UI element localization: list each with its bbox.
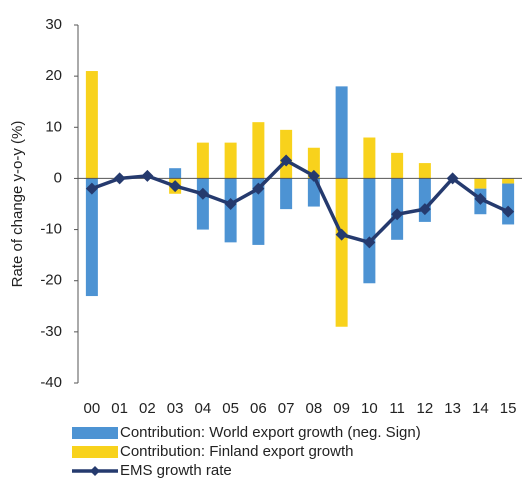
marker <box>224 198 237 210</box>
y-tick-label: 10 <box>45 118 62 135</box>
y-tick-label: 20 <box>45 67 62 84</box>
bar <box>335 86 348 179</box>
bar <box>224 178 237 243</box>
bar <box>280 129 293 179</box>
marker <box>196 187 209 200</box>
marker <box>335 228 348 241</box>
marker <box>85 182 98 195</box>
marker <box>252 182 265 195</box>
legend-label: EMS growth rate <box>120 462 232 479</box>
x-tick-label: 01 <box>111 400 128 417</box>
marker <box>363 236 376 249</box>
marker <box>446 172 459 185</box>
x-tick-label: 05 <box>222 400 239 417</box>
marker <box>502 205 515 218</box>
y-tick-label: -30 <box>40 323 62 340</box>
y-tick-label: 30 <box>45 16 62 33</box>
bar <box>335 178 348 327</box>
bar <box>418 163 431 179</box>
x-tick-label: 07 <box>278 400 295 417</box>
bar <box>418 178 431 222</box>
x-tick-label: 13 <box>444 400 461 417</box>
bar <box>502 178 515 184</box>
x-tick-label: 09 <box>333 400 350 417</box>
bar <box>169 168 182 179</box>
y-tick-label: 0 <box>54 169 62 186</box>
marker <box>391 208 404 221</box>
bar <box>196 178 209 230</box>
marker <box>113 172 126 185</box>
bar <box>196 142 209 179</box>
x-tick-label: 15 <box>500 400 517 417</box>
y-tick-label: -40 <box>40 374 62 391</box>
x-tick-label: 00 <box>84 400 101 417</box>
bar <box>474 178 487 189</box>
bar <box>363 137 376 179</box>
x-tick-label: 02 <box>139 400 156 417</box>
bar <box>85 178 98 297</box>
bar <box>363 178 376 284</box>
legend-label: Contribution: Finland export growth <box>120 443 353 460</box>
bar <box>391 152 404 179</box>
bar <box>85 71 98 179</box>
y-tick-label: -20 <box>40 272 62 289</box>
y-axis-label: Rate of change y-o-y (%) <box>9 121 26 288</box>
x-tick-label: 08 <box>306 400 323 417</box>
bar <box>252 178 265 245</box>
y-tick-label: -10 <box>40 221 62 238</box>
marker <box>474 192 487 205</box>
legend-swatch <box>72 446 118 458</box>
marker <box>307 169 320 182</box>
bar <box>224 142 237 179</box>
x-tick-label: 14 <box>472 400 489 417</box>
x-tick-label: 12 <box>417 400 434 417</box>
legend-swatch <box>72 427 118 439</box>
legend-label: Contribution: World export growth (neg. … <box>120 424 421 441</box>
marker <box>141 169 154 182</box>
marker <box>418 203 431 216</box>
line <box>91 158 509 245</box>
x-tick-label: 11 <box>389 400 405 417</box>
bar <box>502 183 515 225</box>
x-tick-label: 04 <box>195 400 212 417</box>
marker <box>169 180 182 193</box>
bar <box>307 147 320 179</box>
x-tick-label: 10 <box>361 400 378 417</box>
legend-marker <box>90 466 100 476</box>
marker <box>280 154 293 167</box>
bar <box>280 178 293 210</box>
x-tick-label: 03 <box>167 400 184 417</box>
bar <box>252 122 265 179</box>
x-tick-label: 06 <box>250 400 267 417</box>
